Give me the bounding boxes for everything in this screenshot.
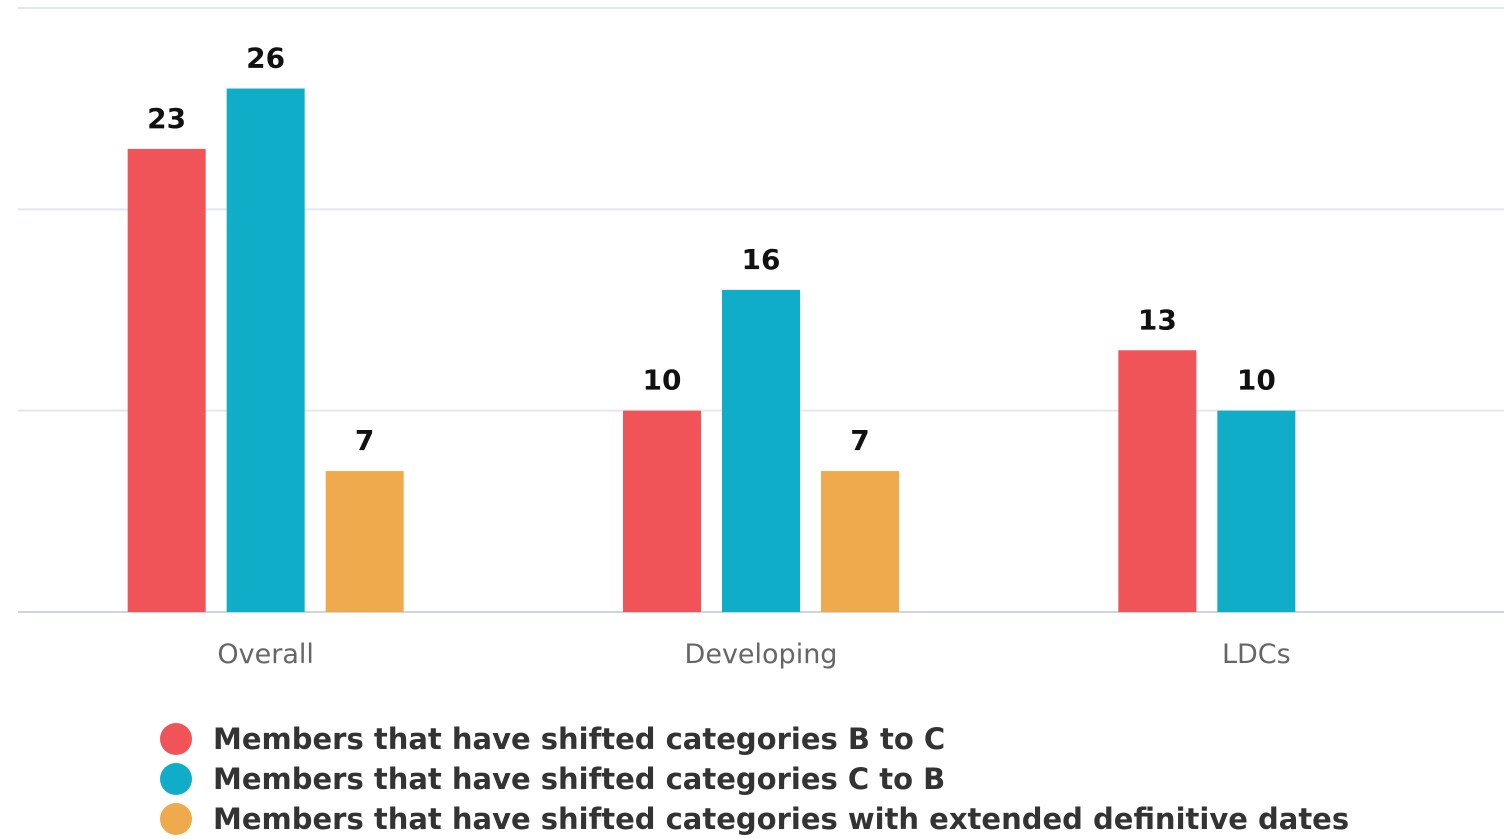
data-label: 13	[1138, 303, 1177, 336]
data-labels: 23 26 7 10 16 7 13 10	[147, 42, 1276, 458]
bar-chart: 23 26 7 10 16 7 13 10 Overall Developing LDCs	[18, 7, 1504, 670]
legend-item[interactable]: Members that have shifted categories B t…	[160, 719, 1349, 759]
legend-dot-icon	[160, 723, 192, 755]
bar	[821, 471, 899, 612]
data-label: 26	[246, 42, 285, 75]
legend-item[interactable]: Members that have shifted categories C t…	[160, 759, 1349, 799]
bar	[1217, 410, 1296, 612]
bar	[226, 88, 305, 613]
legend-item[interactable]: Members that have shifted categories wit…	[160, 799, 1349, 839]
legend: Members that have shifted categories B t…	[160, 719, 1349, 839]
bar	[623, 410, 701, 612]
data-label: 23	[147, 102, 186, 135]
data-label: 10	[643, 364, 682, 397]
category-labels: Overall Developing LDCs	[217, 639, 1290, 670]
bar	[722, 289, 800, 612]
legend-label: Members that have shifted categories wit…	[213, 802, 1350, 836]
bar	[325, 471, 404, 612]
legend-label: Members that have shifted categories B t…	[213, 722, 946, 756]
category-label: Overall	[217, 639, 314, 670]
category-label: Developing	[685, 639, 838, 670]
data-label: 7	[850, 424, 869, 457]
legend-label: Members that have shifted categories C t…	[213, 762, 946, 796]
legend-dot-icon	[160, 763, 192, 795]
bars	[127, 88, 1296, 613]
legend-dot-icon	[160, 803, 192, 835]
bar	[127, 148, 206, 612]
data-label: 16	[742, 243, 781, 276]
bar	[1118, 350, 1197, 612]
data-label: 7	[355, 424, 374, 457]
data-label: 10	[1237, 364, 1276, 397]
category-label: LDCs	[1222, 639, 1291, 670]
